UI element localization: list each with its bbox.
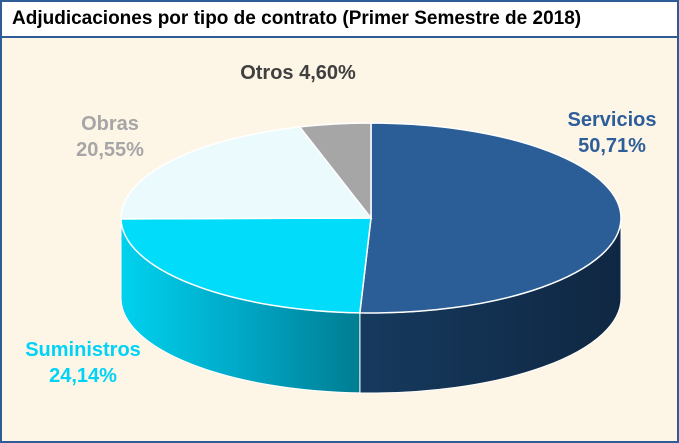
label-servicios-value: 50,71%: [578, 135, 646, 157]
label-otros-value: 4,60%: [299, 62, 356, 84]
label-servicios-name: Servicios: [567, 109, 657, 131]
label-obras-value: 20,55%: [76, 139, 144, 161]
pie-slice-servicios: [359, 122, 622, 314]
title-bar: Adjudicaciones por tipo de contrato (Pri…: [2, 2, 677, 38]
label-suministros: Suministros 24,14%: [18, 337, 148, 389]
label-suministros-name: Suministros: [25, 339, 141, 361]
label-otros-name: Otros: [240, 62, 294, 84]
pie-slice-suministros: [120, 217, 372, 314]
label-suministros-value: 24,14%: [49, 365, 117, 387]
label-servicios: Servicios 50,71%: [562, 107, 662, 159]
label-otros: Otros 4,60%: [228, 60, 368, 86]
pie-slice-otros: [298, 122, 372, 221]
pie-tops: [120, 122, 622, 314]
label-obras: Obras 20,55%: [60, 111, 160, 163]
chart-title: Adjudicaciones por tipo de contrato (Pri…: [12, 8, 582, 29]
label-obras-name: Obras: [81, 113, 139, 135]
pie-slice-obras: [120, 126, 373, 220]
